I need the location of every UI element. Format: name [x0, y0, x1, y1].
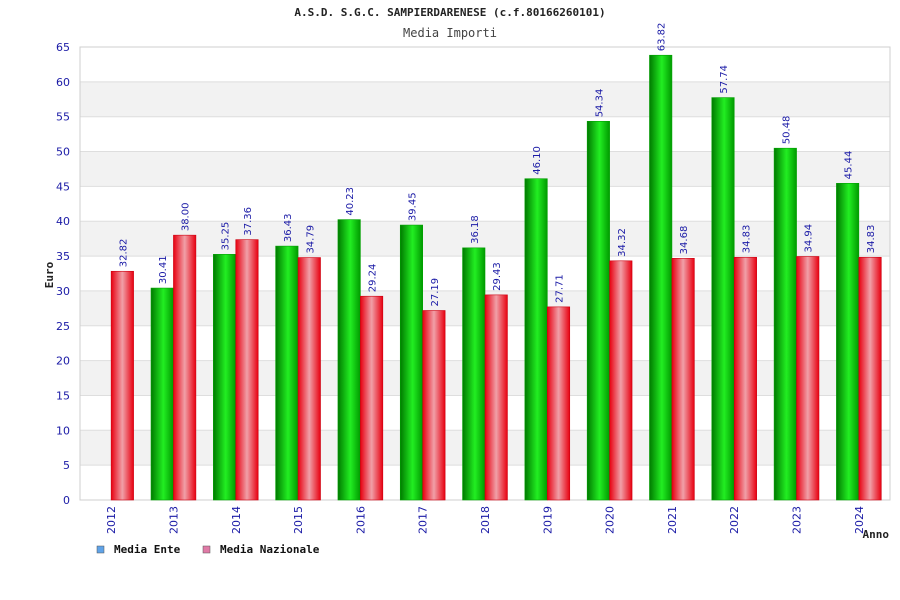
y-tick-label: 60: [56, 76, 70, 89]
data-label: 46.10: [532, 146, 543, 175]
data-label: 30.41: [158, 255, 169, 284]
legend-label-media-nazionale: Media Nazionale: [220, 543, 320, 556]
bar-media-nazionale-2022: [733, 256, 757, 501]
x-tick-label: 2021: [666, 506, 679, 534]
x-tick-label: 2015: [292, 506, 305, 534]
x-tick-label: 2020: [604, 506, 617, 534]
y-tick-label: 0: [63, 494, 70, 507]
data-label: 63.82: [657, 23, 668, 52]
x-tick-label: 2013: [167, 506, 180, 534]
data-label: 38.00: [181, 203, 192, 232]
chart-title: A.S.D. S.G.C. SAMPIERDARENESE (c.f.80166…: [294, 6, 605, 19]
y-tick-label: 55: [56, 111, 70, 124]
x-tick-label: 2024: [853, 506, 866, 534]
data-label: 40.23: [345, 187, 356, 216]
bar-media-ente-2015: [275, 245, 299, 501]
x-tick-label: 2012: [105, 506, 118, 534]
bar-media-nazionale-2012: [110, 270, 134, 501]
bar-media-nazionale-2015: [297, 257, 321, 501]
bar-media-ente-2019: [524, 178, 548, 501]
data-label: 32.82: [118, 239, 129, 268]
x-tick-label: 2016: [354, 506, 367, 534]
bar-media-nazionale-2016: [360, 295, 384, 501]
bar-media-ente-2022: [711, 97, 735, 501]
data-label: 27.71: [555, 274, 566, 303]
bar-media-ente-2016: [337, 219, 361, 501]
x-tick-label: 2022: [728, 506, 741, 534]
data-label: 45.44: [844, 151, 855, 180]
x-tick-label: 2018: [479, 506, 492, 534]
chart-subtitle: Media Importi: [403, 26, 497, 40]
data-label: 54.34: [594, 89, 605, 118]
x-tick-label: 2014: [230, 506, 243, 534]
legend-swatch-media-ente: [96, 545, 105, 554]
x-axis-title: Anno: [863, 528, 890, 541]
data-label: 34.94: [804, 224, 815, 253]
data-label: 57.74: [719, 65, 730, 94]
bar-media-nazionale-2021: [671, 258, 695, 501]
y-tick-label: 20: [56, 355, 70, 368]
y-tick-label: 65: [56, 41, 70, 54]
data-label: 37.36: [243, 207, 254, 236]
y-tick-label: 25: [56, 320, 70, 333]
data-label: 34.68: [679, 226, 690, 255]
bar-media-ente-2014: [213, 254, 237, 501]
grid-band: [80, 81, 890, 117]
bar-media-nazionale-2013: [173, 234, 197, 501]
y-tick-label: 45: [56, 180, 70, 193]
y-tick-label: 5: [63, 459, 70, 472]
y-tick-label: 40: [56, 215, 70, 228]
y-tick-label: 10: [56, 424, 70, 437]
data-label: 39.45: [407, 192, 418, 221]
legend-swatch-media-nazionale: [202, 545, 211, 554]
data-label: 29.43: [492, 262, 503, 291]
legend: Media Ente Media Nazionale: [96, 543, 320, 556]
bar-media-ente-2018: [462, 247, 486, 501]
grid-band: [80, 151, 890, 187]
data-label: 36.18: [470, 215, 481, 244]
data-label: 36.43: [283, 213, 294, 242]
bar-media-nazionale-2014: [235, 239, 259, 501]
bar-media-nazionale-2018: [484, 294, 508, 501]
y-tick-label: 35: [56, 250, 70, 263]
bar-media-nazionale-2024: [858, 256, 882, 501]
bar-media-ente-2020: [586, 120, 610, 501]
data-label: 34.79: [305, 225, 316, 254]
bar-media-ente-2017: [399, 224, 423, 501]
bar-media-ente-2013: [150, 287, 174, 501]
data-label: 34.32: [617, 228, 628, 257]
bar-media-ente-2021: [649, 54, 673, 501]
bars: 32.82 30.41 38.00 35.25 37.36 36.43 34.79 40.23…: [110, 23, 882, 501]
x-axis: 2012 2013 2014 2015 2016 2017 2018 2019 2020 2021…: [105, 506, 866, 534]
data-label: 29.24: [368, 264, 379, 293]
data-label: 35.25: [221, 222, 232, 251]
x-tick-label: 2019: [541, 506, 554, 534]
y-tick-label: 50: [56, 146, 70, 159]
legend-label-media-ente: Media Ente: [114, 543, 181, 556]
bar-media-nazionale-2019: [547, 306, 571, 501]
bar-media-ente-2023: [773, 147, 797, 501]
y-axis-title: Euro: [43, 261, 56, 288]
x-tick-label: 2023: [791, 506, 804, 534]
y-tick-label: 15: [56, 389, 70, 402]
y-tick-label: 30: [56, 285, 70, 298]
bar-media-ente-2024: [836, 183, 860, 501]
data-label: 50.48: [781, 116, 792, 145]
bar-media-nazionale-2020: [609, 260, 633, 501]
data-label: 27.19: [430, 278, 441, 307]
data-label: 34.83: [741, 225, 752, 254]
data-label: 34.83: [866, 225, 877, 254]
bar-media-nazionale-2023: [796, 256, 820, 501]
x-tick-label: 2017: [417, 506, 430, 534]
y-axis: 0 5 10 15 20 25 30 35 40 45 50 55 60 65: [56, 41, 70, 507]
bar-media-nazionale-2017: [422, 310, 446, 501]
